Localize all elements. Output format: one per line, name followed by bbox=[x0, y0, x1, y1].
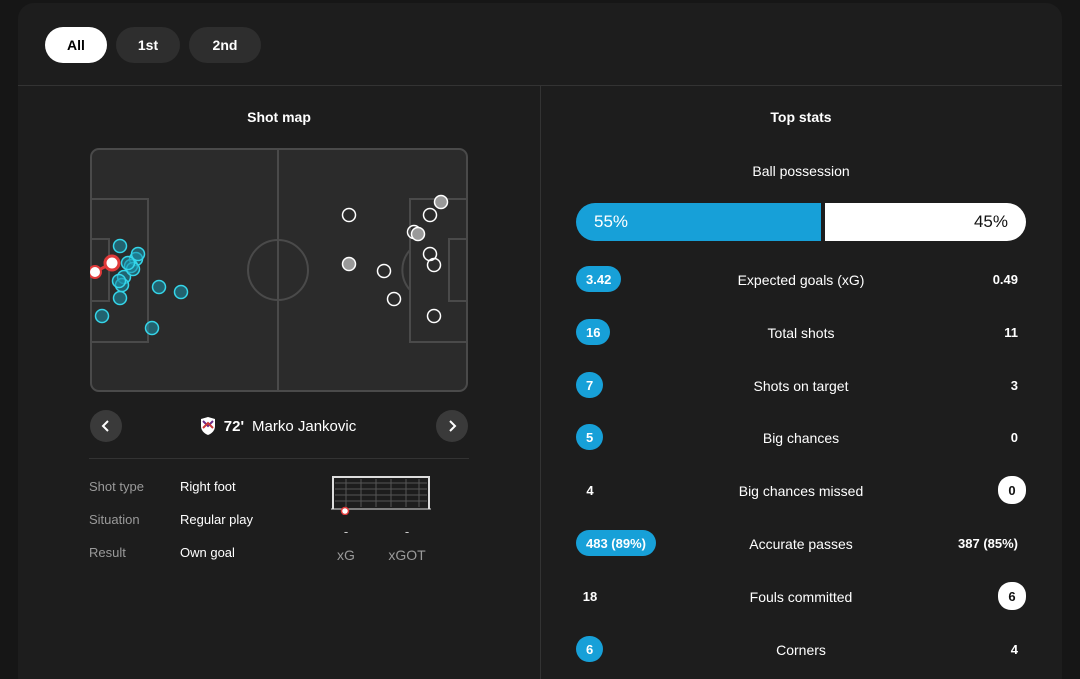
filter-all-button[interactable]: All bbox=[45, 27, 107, 63]
shot-details-divider bbox=[89, 458, 469, 459]
stat-away-value: 0 bbox=[1010, 429, 1018, 445]
stat-away-value: 387 (85%) bbox=[958, 535, 1018, 551]
stat-home-value: 7 bbox=[576, 372, 604, 398]
xg-value: - bbox=[343, 524, 349, 539]
stat-away-value: 0.49 bbox=[992, 271, 1018, 287]
away-shot-marker[interactable] bbox=[410, 226, 426, 242]
possession-home: 55% bbox=[576, 203, 821, 241]
stat-away-value: 3 bbox=[1010, 377, 1018, 393]
xg-label: xG bbox=[337, 547, 355, 563]
match-stats-card: All 1st 2nd Shot map bbox=[18, 3, 1062, 679]
away-shot-marker[interactable] bbox=[341, 207, 357, 223]
stat-row-big-chances: 5 Big chances 0 bbox=[576, 424, 1026, 452]
stat-label: Big chances missed bbox=[738, 483, 864, 499]
away-shot-marker[interactable] bbox=[376, 263, 392, 279]
next-shot-button[interactable] bbox=[436, 410, 468, 442]
possession-label: Ball possession bbox=[752, 163, 850, 179]
xgot-value: - bbox=[404, 524, 410, 539]
situation-label: Situation bbox=[89, 512, 140, 527]
team-crest-icon bbox=[200, 417, 215, 435]
stat-away-value: 11 bbox=[1004, 324, 1018, 340]
possession-away: 45% bbox=[825, 203, 1026, 241]
home-shots bbox=[94, 238, 189, 336]
stat-home-value: 4 bbox=[586, 482, 594, 498]
possession-bar: 55% 45% bbox=[576, 203, 1026, 241]
stat-home-value: 6 bbox=[576, 636, 604, 662]
pitch-lines bbox=[90, 148, 468, 392]
home-shot-marker[interactable] bbox=[144, 320, 160, 336]
shot-type-value: Right foot bbox=[180, 479, 236, 494]
xgot-label: xGOT bbox=[388, 547, 426, 563]
home-shot-marker[interactable] bbox=[112, 290, 128, 306]
ball-icon bbox=[340, 506, 350, 515]
shot-type-label: Shot type bbox=[89, 479, 144, 494]
ball-icon bbox=[90, 265, 102, 279]
stat-row-expected-goals: 3.42 Expected goals (xG) 0.49 bbox=[576, 266, 1026, 294]
column-divider bbox=[540, 85, 541, 679]
highlighted-shot[interactable] bbox=[90, 254, 121, 279]
result-value: Own goal bbox=[180, 545, 235, 560]
stat-label: Shots on target bbox=[753, 378, 849, 394]
away-shot-marker[interactable] bbox=[341, 256, 357, 272]
stat-away-value: 4 bbox=[1010, 641, 1018, 657]
away-shot-marker[interactable] bbox=[422, 207, 438, 223]
stat-home-value: 18 bbox=[582, 588, 598, 604]
top-stats-title: Top stats bbox=[770, 109, 832, 125]
away-shot-marker[interactable] bbox=[426, 257, 442, 273]
stat-label: Fouls committed bbox=[749, 589, 853, 605]
filter-1st-button[interactable]: 1st bbox=[116, 27, 180, 63]
home-shot-marker[interactable] bbox=[111, 273, 127, 289]
previous-shot-button[interactable] bbox=[90, 410, 122, 442]
shot-origin-marker bbox=[103, 254, 121, 272]
result-label: Result bbox=[89, 545, 126, 560]
shot-map-pitch[interactable] bbox=[90, 148, 468, 392]
stat-home-value: 16 bbox=[576, 319, 611, 345]
away-shots bbox=[341, 194, 449, 324]
home-shot-marker[interactable] bbox=[151, 279, 167, 295]
home-shot-marker[interactable] bbox=[130, 246, 146, 262]
shot-map-title: Shot map bbox=[247, 109, 311, 125]
home-shot-marker[interactable] bbox=[120, 255, 136, 271]
stat-row-shots-on-target: 7 Shots on target 3 bbox=[576, 372, 1026, 400]
situation-value: Regular play bbox=[180, 512, 253, 527]
stat-home-value: 483 (89%) bbox=[576, 530, 656, 556]
stat-label: Expected goals (xG) bbox=[737, 272, 865, 288]
stat-row-big-chances-missed: 4 Big chances missed 0 bbox=[576, 476, 1026, 505]
home-shot-marker[interactable] bbox=[94, 308, 110, 324]
stat-row-corners: 6 Corners 4 bbox=[576, 636, 1026, 664]
chevron-left-icon bbox=[101, 420, 109, 432]
player-name[interactable]: Marko Jankovic bbox=[252, 417, 357, 435]
stat-home-value: 3.42 bbox=[576, 266, 622, 292]
home-shot-marker[interactable] bbox=[173, 284, 189, 300]
chevron-right-icon bbox=[449, 420, 457, 432]
filter-2nd-button[interactable]: 2nd bbox=[189, 27, 261, 63]
away-shot-marker[interactable] bbox=[426, 308, 442, 324]
stat-home-value: 5 bbox=[576, 424, 604, 450]
stat-label: Total shots bbox=[767, 325, 835, 341]
stat-row-fouls-committed: 18 Fouls committed 6 bbox=[576, 582, 1026, 611]
stat-away-value: 6 bbox=[998, 582, 1026, 610]
stat-row-accurate-passes: 483 (89%) Accurate passes 387 (85%) bbox=[576, 530, 1026, 558]
away-shot-marker[interactable] bbox=[433, 194, 449, 210]
stat-label: Big chances bbox=[762, 430, 840, 446]
stat-away-value: 0 bbox=[998, 476, 1026, 504]
goal-frame-diagram bbox=[331, 476, 431, 515]
away-shot-marker[interactable] bbox=[386, 291, 402, 307]
period-filter: All 1st 2nd bbox=[45, 27, 261, 63]
stat-label: Accurate passes bbox=[749, 536, 853, 552]
selected-shot-player: 72' Marko Jankovic bbox=[168, 415, 388, 437]
stat-label: Corners bbox=[776, 642, 826, 658]
stat-row-total-shots: 16 Total shots 11 bbox=[576, 319, 1026, 347]
home-shot-marker[interactable] bbox=[112, 238, 128, 254]
shot-minute: 72' bbox=[223, 417, 245, 435]
